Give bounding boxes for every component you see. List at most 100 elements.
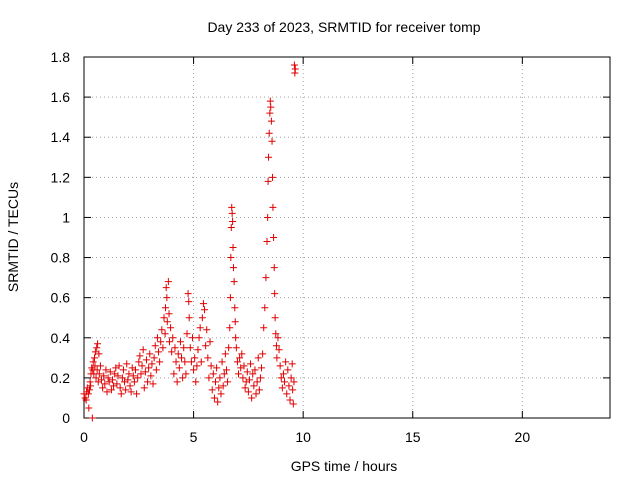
data-point: [176, 338, 184, 346]
data-point: [268, 137, 276, 145]
data-point: [226, 294, 234, 302]
data-point: [267, 117, 275, 125]
data-point: [235, 370, 243, 378]
data-point: [239, 374, 247, 382]
data-point: [163, 318, 171, 326]
data-point: [232, 344, 240, 352]
data-point: [289, 400, 297, 408]
data-point: [213, 364, 221, 372]
data-point: [264, 177, 272, 185]
y-tick-label: 0: [62, 410, 70, 426]
data-point: [206, 338, 214, 346]
data-point: [92, 374, 100, 382]
x-axis-label: GPS time / hours: [291, 458, 398, 474]
data-point: [278, 384, 286, 392]
data-point: [182, 370, 190, 378]
data-point: [272, 330, 280, 338]
data-point: [93, 366, 101, 374]
data-point: [290, 378, 298, 386]
data-point: [127, 388, 135, 396]
data-point: [286, 396, 294, 404]
data-point: [114, 372, 122, 380]
data-point: [227, 223, 235, 231]
data-point: [197, 358, 205, 366]
y-tick-label: 1.6: [51, 89, 71, 105]
data-point: [153, 334, 161, 342]
data-point: [146, 350, 154, 358]
data-point: [236, 354, 244, 362]
data-point: [139, 346, 147, 354]
data-point: [96, 362, 104, 370]
data-point: [159, 344, 167, 352]
data-point: [160, 314, 168, 322]
data-point: [180, 344, 188, 352]
data-point: [164, 278, 172, 286]
data-point: [141, 368, 149, 376]
data-point: [130, 378, 138, 386]
data-point: [107, 386, 115, 394]
data-point: [214, 398, 222, 406]
data-point: [184, 290, 192, 298]
data-point: [163, 294, 171, 302]
data-point: [231, 304, 239, 312]
data-point: [266, 109, 274, 117]
data-point: [175, 364, 183, 372]
data-point: [161, 330, 169, 338]
data-point: [84, 390, 92, 398]
data-point: [158, 326, 166, 334]
data-point: [218, 358, 226, 366]
data-point: [283, 390, 291, 398]
data-point: [167, 324, 175, 332]
data-points: [80, 61, 299, 422]
x-tick-label: 20: [515, 429, 531, 445]
data-point: [285, 382, 293, 390]
data-point: [94, 340, 102, 348]
data-point: [152, 366, 160, 374]
data-point: [244, 388, 252, 396]
data-point: [222, 366, 230, 374]
data-point: [204, 354, 212, 362]
data-point: [187, 358, 195, 366]
data-point: [88, 414, 96, 422]
data-point: [170, 370, 178, 378]
data-point: [142, 356, 150, 364]
data-point: [258, 364, 266, 372]
data-point: [261, 304, 269, 312]
data-point: [162, 304, 170, 312]
data-point: [85, 404, 93, 412]
data-point: [276, 362, 284, 370]
y-tick-label: 1: [62, 209, 70, 225]
data-point: [193, 362, 201, 370]
data-point: [194, 346, 202, 354]
data-point: [253, 378, 261, 386]
data-point: [259, 350, 267, 358]
y-axis-label: SRMTID / TECUs: [5, 182, 21, 292]
data-point: [275, 346, 283, 354]
data-point: [165, 338, 173, 346]
data-point: [212, 378, 219, 386]
data-point: [113, 380, 121, 388]
data-point: [229, 264, 237, 272]
x-tick-label: 5: [190, 429, 198, 445]
data-point: [134, 374, 142, 382]
data-point: [82, 396, 90, 404]
x-tick-label: 10: [295, 429, 311, 445]
data-point: [266, 97, 274, 105]
data-point: [241, 384, 249, 392]
data-point: [186, 344, 194, 352]
data-point: [271, 290, 279, 298]
data-point: [136, 352, 144, 360]
data-point: [217, 390, 225, 398]
data-point: [279, 370, 287, 378]
data-point: [195, 334, 203, 342]
data-point: [291, 65, 299, 73]
data-point: [201, 306, 209, 314]
data-point: [185, 314, 193, 322]
data-point: [270, 234, 278, 241]
data-point: [192, 378, 200, 386]
data-point: [104, 374, 112, 382]
data-point: [87, 382, 95, 390]
data-point: [156, 358, 164, 366]
data-point: [270, 264, 278, 272]
data-point: [252, 390, 260, 398]
